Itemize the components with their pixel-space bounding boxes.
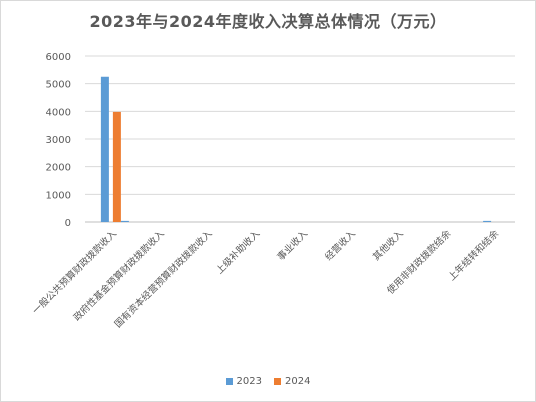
x-tick-label: 事业收入 — [275, 227, 311, 263]
y-tick-label: 2000 — [46, 163, 71, 174]
legend-swatch — [225, 378, 233, 385]
x-tick-label: 政府性基金预算财政拨款收入 — [71, 227, 167, 323]
legend-item: 2024 — [274, 376, 310, 387]
x-tick-label: 其他收入 — [370, 227, 406, 263]
chart-title: 2023年与2024年度收入决算总体情况（万元） — [89, 12, 447, 31]
legend-item: 2023 — [225, 376, 262, 387]
y-tick-label: 3000 — [46, 135, 71, 146]
y-tick-label: 6000 — [46, 52, 71, 63]
bar-2023 — [483, 220, 492, 222]
y-tick-label: 4000 — [46, 107, 71, 118]
y-tick-label: 5000 — [46, 80, 71, 91]
y-tick-label: 0 — [65, 218, 71, 229]
x-tick-label: 经营收入 — [323, 227, 359, 263]
x-tick-label: 一般公共预算财政拨款收入 — [30, 227, 119, 316]
legend-swatch — [274, 378, 281, 385]
bar-2023 — [120, 220, 129, 222]
y-tick-label: 1000 — [46, 190, 71, 201]
legend-label: 2024 — [285, 376, 311, 387]
x-tick-label: 国有资本经营预算财政拨款收入 — [112, 227, 215, 330]
bar-2024 — [112, 111, 121, 222]
legend: 2023 2024 — [0, 376, 536, 388]
x-tick-label: 上级补助收入 — [214, 227, 263, 276]
bar-2023 — [100, 76, 109, 222]
legend-label: 2023 — [236, 376, 262, 387]
x-tick-label: 上年结转和结余 — [446, 227, 502, 283]
